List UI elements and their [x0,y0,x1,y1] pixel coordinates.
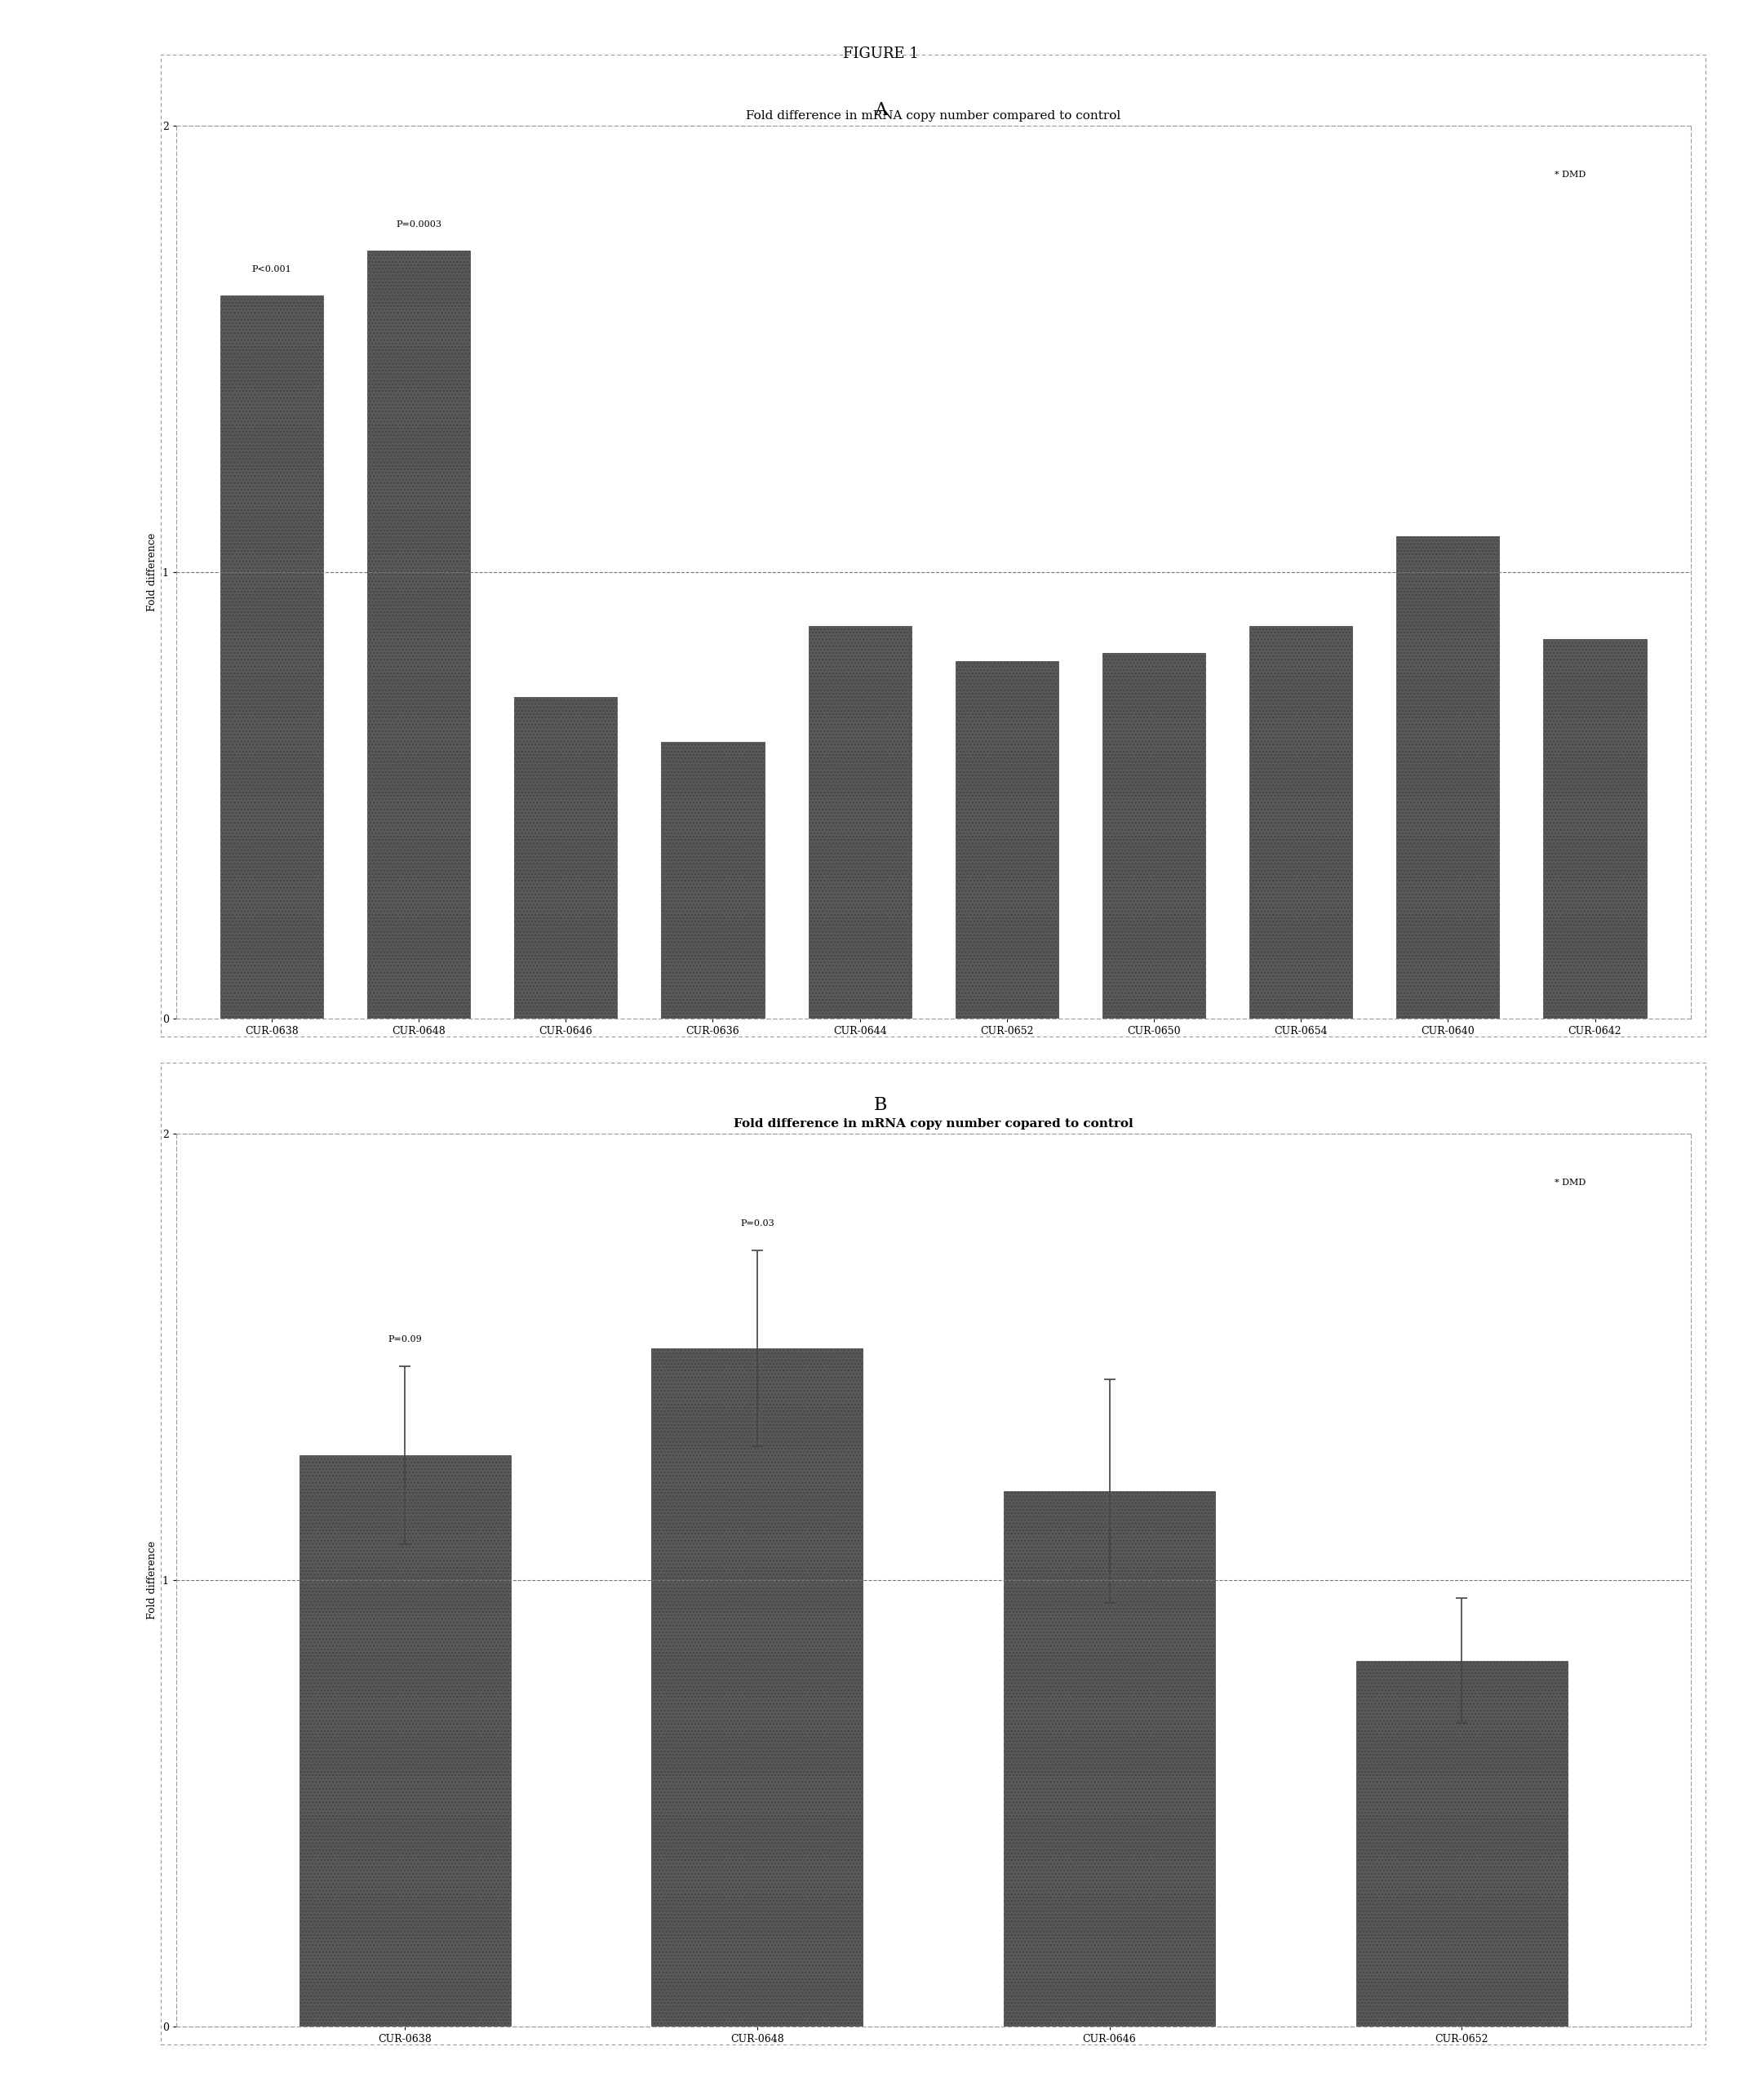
Bar [368,252,470,1018]
Text: * DMD: * DMD [1555,170,1585,179]
Text: FIGURE 1: FIGURE 1 [842,46,919,61]
Bar [1544,638,1647,1018]
Y-axis label: Fold difference: Fold difference [148,1541,158,1619]
Bar [808,626,910,1018]
Text: * DMD: * DMD [1555,1178,1585,1186]
Text: B: B [873,1096,888,1115]
Bar [662,741,764,1018]
Bar [220,296,322,1018]
Bar [514,697,616,1018]
Text: P=0.09: P=0.09 [387,1336,423,1344]
Bar [956,662,1058,1018]
Bar [1396,536,1499,1018]
Text: P=0.03: P=0.03 [740,1220,775,1228]
Bar [1250,626,1352,1018]
Bar [652,1348,863,2026]
Title: Fold difference in mRNA copy number copared to control: Fold difference in mRNA copy number copa… [734,1117,1132,1130]
Text: P<0.001: P<0.001 [252,265,292,273]
Y-axis label: Fold difference: Fold difference [148,533,158,611]
Bar [299,1455,511,2026]
Title: Fold difference in mRNA copy number compared to control: Fold difference in mRNA copy number comp… [747,109,1120,122]
Text: P=0.0003: P=0.0003 [396,220,442,229]
Bar [1356,1661,1567,2027]
Bar [1102,653,1205,1018]
Bar [1004,1491,1215,2026]
Text: A: A [873,101,888,120]
